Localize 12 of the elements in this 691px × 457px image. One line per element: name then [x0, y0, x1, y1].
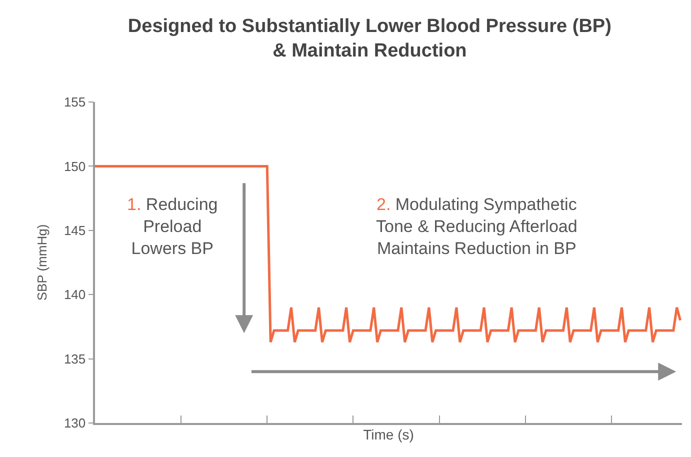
y-tick-label: 150: [64, 158, 86, 174]
y-tick-label: 140: [64, 287, 86, 302]
chart-title: Designed to Substantially Lower Blood Pressure (BP) & Maintain Reduction: [128, 16, 612, 62]
line-series: [95, 164, 682, 344]
y-tick-label: 135: [64, 351, 86, 366]
y-axis-title: SBP (mmHg): [34, 224, 50, 301]
y-tick-label: 145: [64, 222, 86, 238]
y-tick-label: 130: [64, 416, 86, 431]
x-axis-title: Time (s): [363, 426, 414, 443]
annotation: 2. Modulating Sympathetic Tone & Reducing Afterload Maintains Reduction in BP: [376, 195, 578, 258]
y-tick-label: 155: [64, 94, 86, 110]
annotation: 1. Reducing Preload Lowers BP: [127, 195, 218, 258]
